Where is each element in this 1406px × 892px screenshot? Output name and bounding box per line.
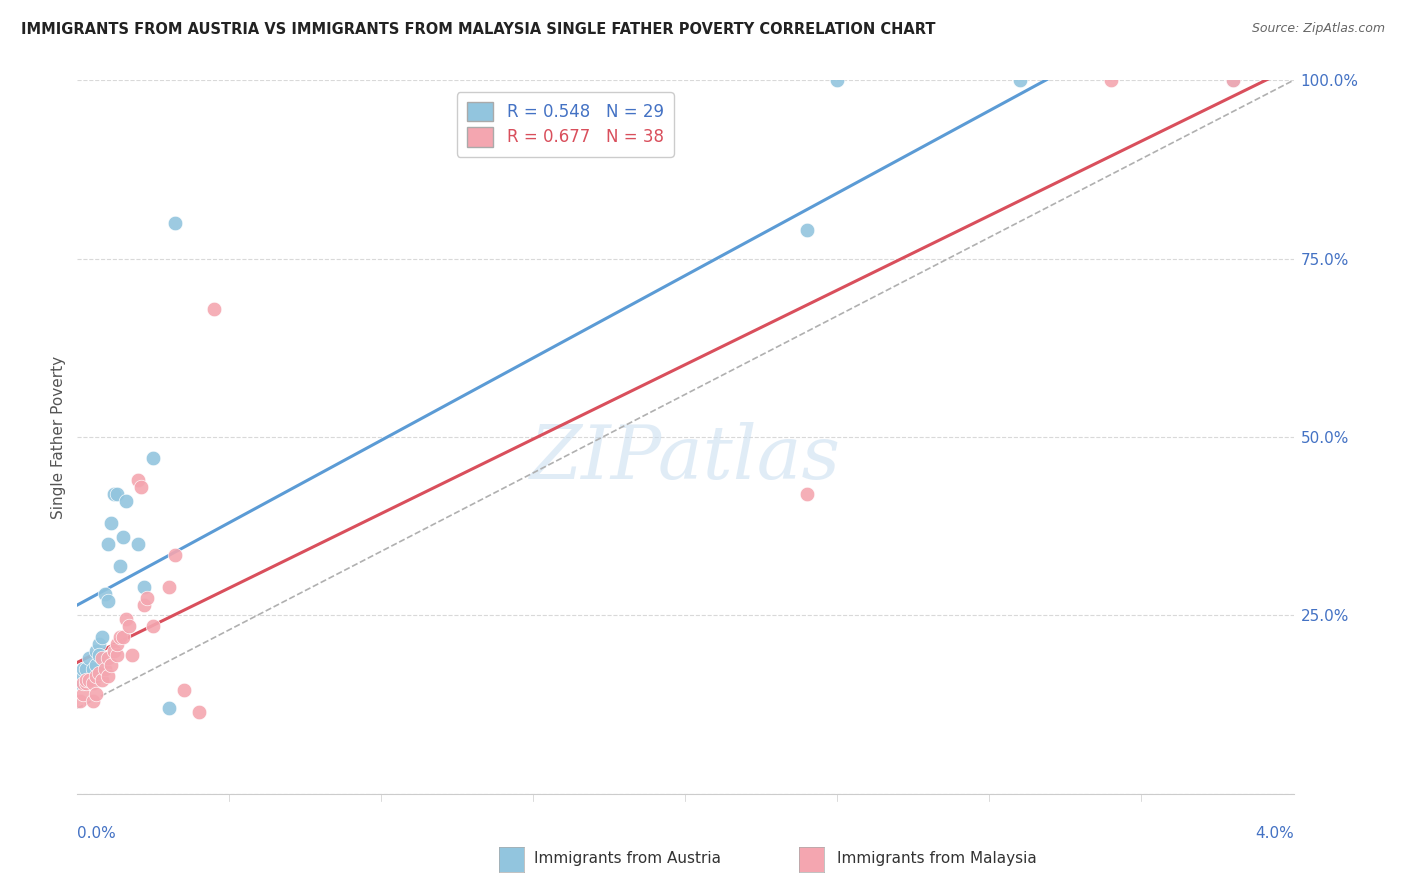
- Text: Immigrants from Austria: Immigrants from Austria: [534, 851, 721, 865]
- Point: [90, 630, 112, 644]
- Point: [84, 687, 107, 701]
- Point: [90, 673, 112, 687]
- Point: [202, 301, 225, 316]
- Point: [796, 487, 818, 501]
- Point: [82, 662, 104, 676]
- Point: [105, 637, 128, 651]
- Point: [115, 494, 138, 508]
- Point: [72, 662, 94, 676]
- Point: [97, 651, 120, 665]
- Point: [142, 619, 165, 633]
- Text: 4.0%: 4.0%: [1254, 826, 1294, 841]
- Point: [84, 644, 107, 658]
- Point: [108, 630, 131, 644]
- Point: [157, 701, 180, 715]
- Point: [115, 612, 138, 626]
- Point: [136, 591, 159, 605]
- Point: [111, 630, 134, 644]
- Text: ZIPatlas: ZIPatlas: [530, 422, 841, 495]
- Point: [111, 530, 134, 544]
- Point: [157, 580, 180, 594]
- Point: [87, 637, 110, 651]
- Point: [97, 537, 120, 551]
- Point: [90, 651, 112, 665]
- Point: [82, 676, 104, 690]
- Point: [173, 683, 195, 698]
- Point: [79, 673, 101, 687]
- Text: 0.0%: 0.0%: [77, 826, 117, 841]
- Legend: R = 0.548   N = 29, R = 0.677   N = 38: R = 0.548 N = 29, R = 0.677 N = 38: [457, 92, 673, 156]
- Point: [105, 487, 128, 501]
- Point: [129, 480, 152, 494]
- Point: [118, 619, 141, 633]
- Point: [188, 705, 211, 719]
- Point: [72, 669, 94, 683]
- Point: [97, 669, 120, 683]
- Point: [1222, 73, 1244, 87]
- Point: [127, 537, 149, 551]
- Point: [163, 216, 186, 230]
- Point: [93, 662, 115, 676]
- Point: [127, 473, 149, 487]
- Point: [75, 662, 97, 676]
- Point: [103, 644, 125, 658]
- Point: [796, 223, 818, 237]
- Point: [75, 676, 97, 690]
- Point: [163, 548, 186, 562]
- Point: [87, 665, 110, 680]
- Point: [69, 694, 91, 708]
- Point: [121, 648, 143, 662]
- Point: [72, 676, 94, 690]
- Point: [100, 658, 122, 673]
- Point: [134, 580, 156, 594]
- Point: [79, 651, 101, 665]
- Point: [134, 598, 156, 612]
- Point: [108, 558, 131, 573]
- Point: [827, 73, 849, 87]
- Point: [100, 516, 122, 530]
- Point: [84, 658, 107, 673]
- Point: [1222, 73, 1244, 87]
- Point: [1008, 73, 1031, 87]
- Point: [1099, 73, 1122, 87]
- Point: [87, 648, 110, 662]
- Point: [82, 694, 104, 708]
- Point: [97, 594, 120, 608]
- Point: [142, 451, 165, 466]
- Point: [103, 487, 125, 501]
- Text: IMMIGRANTS FROM AUSTRIA VS IMMIGRANTS FROM MALAYSIA SINGLE FATHER POVERTY CORREL: IMMIGRANTS FROM AUSTRIA VS IMMIGRANTS FR…: [21, 22, 935, 37]
- Point: [69, 676, 91, 690]
- Point: [84, 669, 107, 683]
- Text: Source: ZipAtlas.com: Source: ZipAtlas.com: [1251, 22, 1385, 36]
- Point: [105, 648, 128, 662]
- Point: [72, 687, 94, 701]
- Text: Immigrants from Malaysia: Immigrants from Malaysia: [837, 851, 1036, 865]
- Point: [93, 587, 115, 601]
- Y-axis label: Single Father Poverty: Single Father Poverty: [51, 356, 66, 518]
- Point: [75, 673, 97, 687]
